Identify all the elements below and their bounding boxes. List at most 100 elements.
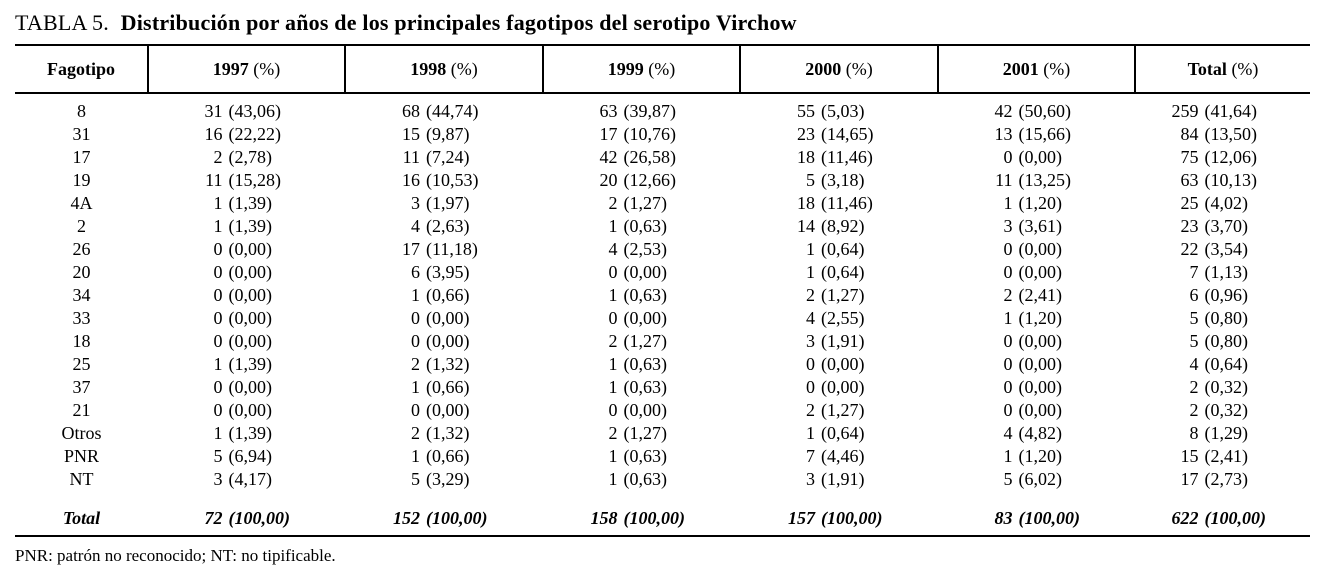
value-cell: 1 (0,66) bbox=[411, 377, 470, 397]
value-cell: 1 (1,39) bbox=[213, 216, 273, 236]
value-cell: 1 (1,39) bbox=[213, 193, 273, 213]
value-cell: 0 (0,00) bbox=[213, 400, 273, 420]
value-cell: 2 (1,32) bbox=[411, 354, 470, 374]
value-cell: 17 (11,18) bbox=[402, 239, 478, 259]
value-cell: 1 (0,63) bbox=[608, 469, 668, 489]
table-row: 26 0 (0,00) 17 (11,18) 4 (2,53) 1 (0,64) 0 (0,00) 2… bbox=[15, 238, 1310, 261]
value-cell: 0 (0,00) bbox=[213, 262, 273, 282]
value-cell: 17 (10,76) bbox=[599, 124, 677, 144]
value-cell: 1 (0,63) bbox=[608, 446, 668, 466]
value-cell: 22 (3,54) bbox=[1180, 239, 1249, 259]
table-row: PNR 5 (6,94) 1 (0,66) 1 (0,63) 7 (4,46) 1 (1,20) 15… bbox=[15, 445, 1310, 468]
fagotipo-cell: Total bbox=[15, 491, 148, 537]
value-cell: 18 (11,46) bbox=[797, 147, 873, 167]
table-row: 37 0 (0,00) 1 (0,66) 1 (0,63) 0 (0,00) 0 (0,00) 2 (0… bbox=[15, 376, 1310, 399]
value-cell: 0 (0,00) bbox=[411, 308, 470, 328]
value-cell: 1 (0,63) bbox=[608, 216, 668, 236]
value-cell: 2 (0,32) bbox=[1189, 377, 1249, 397]
fagotipo-cell: 25 bbox=[72, 354, 91, 374]
value-cell: 259 (41,64) bbox=[1171, 101, 1258, 121]
column-header-1997: 1997 (%) bbox=[147, 44, 345, 94]
value-cell: 1 (1,20) bbox=[1003, 446, 1063, 466]
value-cell: 0 (0,00) bbox=[806, 354, 865, 374]
table-body: 8 31 (43,06) 68 (44,74) 63 (39,87) 55 (5,03) 42 (5… bbox=[15, 93, 1310, 537]
table-row: 33 0 (0,00) 0 (0,00) 0 (0,00) 4 (2,55) 1 (1,20) 5 (0… bbox=[15, 307, 1310, 330]
value-cell: 3 (4,17) bbox=[213, 469, 273, 489]
table-row: NT 3 (4,17) 5 (3,29) 1 (0,63) 3 (1,91) 5 (6,02) 17(… bbox=[15, 468, 1310, 491]
fagotipo-cell: 20 bbox=[72, 262, 91, 282]
value-cell: 15 (2,41) bbox=[1180, 446, 1249, 466]
value-cell: 16 (10,53) bbox=[402, 170, 479, 190]
value-cell: 3 (1,91) bbox=[806, 469, 865, 489]
value-cell: 63 (10,13) bbox=[1180, 170, 1258, 190]
value-cell: 4 (0,64) bbox=[1189, 354, 1249, 374]
value-cell: 0 (0,00) bbox=[213, 308, 273, 328]
value-cell: 0 (0,00) bbox=[806, 377, 865, 397]
value-cell: 1 (0,64) bbox=[806, 423, 865, 443]
fagotipo-cell: 21 bbox=[72, 400, 91, 420]
table-row: 17 2 (2,78) 11 (7,24) 42 (26,58) 18 (11,46) 0 (0,0… bbox=[15, 146, 1310, 169]
fagotipo-cell: 2 bbox=[77, 216, 86, 236]
value-cell: 157 (100,00) bbox=[740, 491, 938, 537]
fagotipo-cell: 31 bbox=[72, 124, 91, 144]
value-cell: 0 (0,00) bbox=[1003, 400, 1063, 420]
fagotipo-cell: 33 bbox=[72, 308, 91, 328]
value-cell: 7 (4,46) bbox=[806, 446, 865, 466]
value-cell: 3 (1,91) bbox=[806, 331, 865, 351]
column-header-2000: 2000 (%) bbox=[739, 44, 938, 94]
table-row: 31 16 (22,22) 15 (9,87) 17 (10,76) 23 (14,65) 13(… bbox=[15, 123, 1310, 146]
value-cell: 1 (0,63) bbox=[608, 354, 668, 374]
value-cell: 2 (2,78) bbox=[213, 147, 273, 167]
value-cell: 5 (3,18) bbox=[806, 170, 865, 190]
value-cell: 42 (50,60) bbox=[994, 101, 1072, 121]
value-cell: 2 (1,32) bbox=[411, 423, 470, 443]
total-row: Total 72 (100,00) 152 (100,00) 158 (100,00) 157… bbox=[15, 491, 1310, 537]
value-cell: 1 (0,64) bbox=[806, 239, 865, 259]
value-cell: 2 (1,27) bbox=[806, 400, 865, 420]
table-number-label: TABLA 5. bbox=[15, 10, 109, 35]
value-cell: 0 (0,00) bbox=[1003, 262, 1063, 282]
fagotipo-cell: NT bbox=[69, 469, 94, 489]
value-cell: 2 (2,41) bbox=[1003, 285, 1063, 305]
value-cell: 8 (1,29) bbox=[1189, 423, 1249, 443]
value-cell: 55 (5,03) bbox=[797, 101, 865, 121]
value-cell: 0 (0,00) bbox=[411, 331, 470, 351]
table-row: 8 31 (43,06) 68 (44,74) 63 (39,87) 55 (5,03) 42 (5… bbox=[15, 93, 1310, 123]
value-cell: 0 (0,00) bbox=[1003, 377, 1063, 397]
value-cell: 2 (1,27) bbox=[608, 331, 668, 351]
table-row: 25 1 (1,39) 2 (1,32) 1 (0,63) 0 (0,00) 0 (0,00) 4 (0… bbox=[15, 353, 1310, 376]
value-cell: 1 (1,20) bbox=[1003, 193, 1063, 213]
value-cell: 1 (1,39) bbox=[213, 423, 273, 443]
value-cell: 2 (1,27) bbox=[806, 285, 865, 305]
value-cell: 75 (12,06) bbox=[1180, 147, 1258, 167]
fagotipo-cell: 4A bbox=[70, 193, 93, 213]
value-cell: 1 (0,66) bbox=[411, 446, 470, 466]
fagotipo-cell: 34 bbox=[72, 285, 91, 305]
value-cell: 4 (2,53) bbox=[608, 239, 668, 259]
fagotipo-cell: 37 bbox=[72, 377, 91, 397]
value-cell: 42 (26,58) bbox=[599, 147, 677, 167]
value-cell: 4 (4,82) bbox=[1003, 423, 1063, 443]
value-cell: 0 (0,00) bbox=[213, 331, 273, 351]
value-cell: 5 (0,80) bbox=[1189, 331, 1249, 351]
value-cell: 2 (1,27) bbox=[608, 193, 668, 213]
value-cell: 1 (0,64) bbox=[806, 262, 865, 282]
table-caption: Distribución por años de los principales… bbox=[120, 10, 797, 35]
value-cell: 0 (0,00) bbox=[1003, 354, 1063, 374]
value-cell: 13 (15,66) bbox=[994, 124, 1072, 144]
value-cell: 622 (100,00) bbox=[1135, 491, 1310, 537]
column-header-total: Total (%) bbox=[1134, 44, 1310, 94]
value-cell: 17 (2,73) bbox=[1180, 469, 1249, 489]
table-row: 21 0 (0,00) 0 (0,00) 0 (0,00) 2 (1,27) 0 (0,00) 2 (0… bbox=[15, 399, 1310, 422]
table-row: 2 1 (1,39) 4 (2,63) 1 (0,63) 14 (8,92) 3 (3,61) 23(… bbox=[15, 215, 1310, 238]
value-cell: 0 (0,00) bbox=[1003, 147, 1063, 167]
value-cell: 1 (1,20) bbox=[1003, 308, 1063, 328]
table-title: TABLA 5. Distribución por años de los pr… bbox=[15, 8, 1310, 38]
value-cell: 72 (100,00) bbox=[148, 491, 345, 537]
header-row: Fagotipo 1997 (%) 1998 (%) 1999 (%) 2000 (%)… bbox=[15, 44, 1310, 94]
value-cell: 0 (0,00) bbox=[608, 308, 668, 328]
fagotipo-cell: 8 bbox=[77, 101, 86, 121]
fagotipos-table: Fagotipo 1997 (%) 1998 (%) 1999 (%) 2000 (%)… bbox=[15, 44, 1310, 537]
fagotipo-cell: 26 bbox=[72, 239, 91, 259]
